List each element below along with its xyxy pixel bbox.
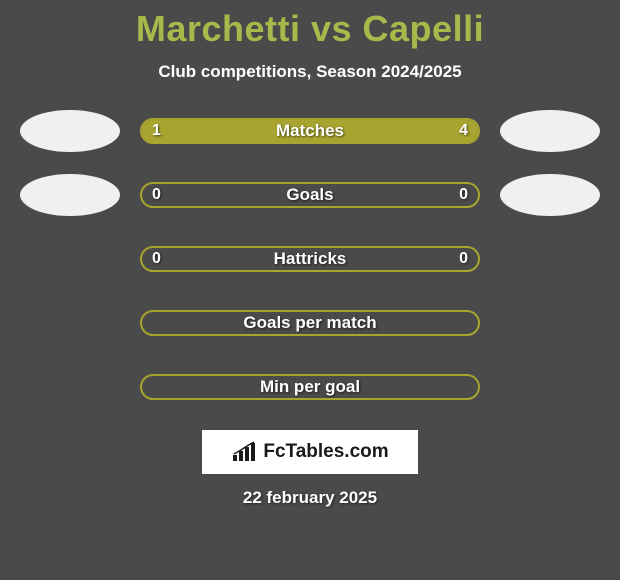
stat-label: Hattricks	[142, 248, 478, 270]
stats-list: Matches14Goals00Hattricks00Goals per mat…	[0, 110, 620, 408]
stat-row: Goals0 0	[0, 174, 620, 216]
stat-row: Hattricks0 0	[0, 238, 620, 280]
stat-value-right: 0	[459, 184, 468, 206]
stat-bar: Hattricks0 0	[140, 246, 480, 272]
player-right-name: Capelli	[363, 8, 485, 49]
stat-bar: Min per goal	[140, 374, 480, 400]
stat-label: Min per goal	[142, 376, 478, 398]
stat-value-left: 0	[152, 248, 161, 270]
bar-chart-icon	[231, 441, 259, 463]
vs-separator: vs	[311, 8, 352, 49]
stat-label: Goals per match	[142, 312, 478, 334]
brand-logo-box[interactable]: FcTables.com	[202, 430, 418, 474]
stat-value-right: 4	[459, 120, 468, 142]
stat-label: Matches	[142, 120, 478, 142]
stat-label: Goals	[142, 184, 478, 206]
stat-row: Min per goal	[0, 366, 620, 408]
stat-bar: Goals per match	[140, 310, 480, 336]
player-left-avatar	[20, 174, 120, 216]
stat-bar: Goals0 0	[140, 182, 480, 208]
date-label: 22 february 2025	[0, 488, 620, 508]
page-title: Marchetti vs Capelli	[0, 8, 620, 50]
stat-value-right: 0	[459, 248, 468, 270]
player-left-name: Marchetti	[136, 8, 301, 49]
comparison-widget: Marchetti vs Capelli Club competitions, …	[0, 0, 620, 508]
stat-row: Matches1 4	[0, 110, 620, 152]
stat-value-left: 1	[152, 120, 161, 142]
player-left-avatar	[20, 110, 120, 152]
subtitle: Club competitions, Season 2024/2025	[0, 62, 620, 82]
stat-value-left: 0	[152, 184, 161, 206]
stat-bar: Matches1 4	[140, 118, 480, 144]
player-right-avatar	[500, 110, 600, 152]
player-right-avatar	[500, 174, 600, 216]
brand-name: FcTables.com	[263, 441, 388, 463]
stat-row: Goals per match	[0, 302, 620, 344]
